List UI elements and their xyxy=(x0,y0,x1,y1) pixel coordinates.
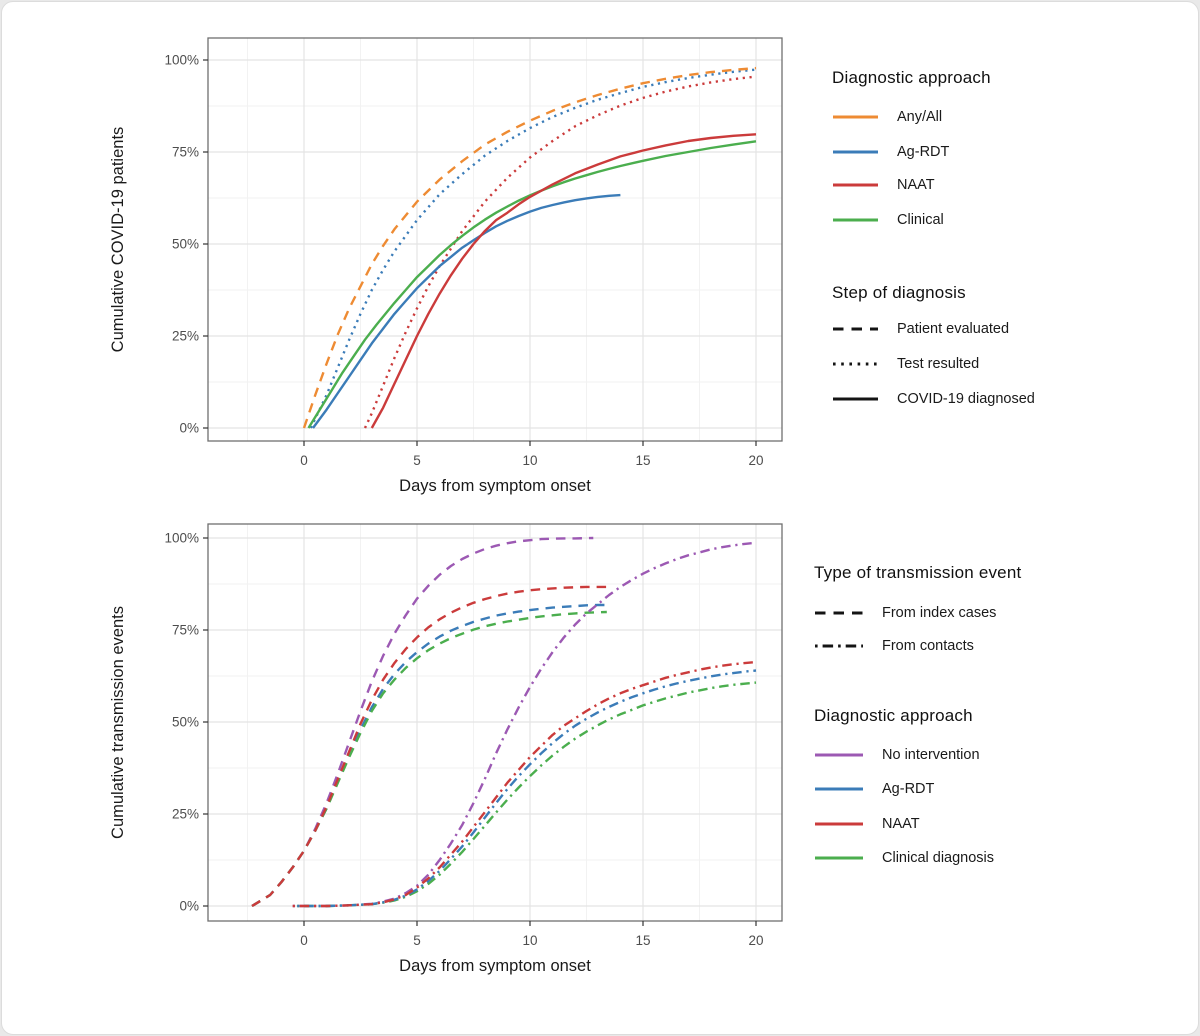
legend-item-clinical: Clinical xyxy=(832,208,944,232)
series-line-clinical-covid-diagnosed xyxy=(307,140,757,429)
legend-item-label: NAAT xyxy=(897,177,935,193)
x-tick-label: 0 xyxy=(300,933,308,948)
series-line-no-intervention-from-index-cases xyxy=(251,536,594,908)
legend-item-from-contacts: From contacts xyxy=(814,634,974,658)
x-axis-title: Days from symptom onset xyxy=(399,477,591,495)
y-tick-label: 0% xyxy=(179,421,199,436)
x-tick-label: 10 xyxy=(522,453,537,468)
y-tick-label: 50% xyxy=(172,715,199,730)
legend-key-line xyxy=(833,397,878,401)
series-line-any-all-patient-evaluated xyxy=(302,66,757,429)
legend-key-line xyxy=(833,218,878,222)
series-line-naat-covid-diagnosed xyxy=(370,133,757,429)
legend-item-clinical-diagnosis: Clinical diagnosis xyxy=(814,846,994,870)
legend-key-line xyxy=(833,150,878,154)
legend-title: Type of transmission event xyxy=(814,563,1022,582)
legend-title: Step of diagnosis xyxy=(832,283,966,302)
x-axis-title: Days from symptom onset xyxy=(399,957,591,975)
legend-title: Diagnostic approach xyxy=(832,68,991,87)
x-tick-label: 15 xyxy=(635,453,650,468)
y-tick-label: 100% xyxy=(164,531,199,546)
legend-item-label: Test resulted xyxy=(897,356,980,372)
legend-item-ag-rdt: Ag-RDT xyxy=(832,140,949,164)
legend-key-line xyxy=(815,787,863,791)
legend-item-label: No intervention xyxy=(882,747,980,763)
plot-panel xyxy=(208,38,782,441)
series-line-naat-test-resulted xyxy=(363,75,757,429)
legend-item-covid-19-diagnosed: COVID-19 diagnosed xyxy=(832,387,1035,411)
series-line-clinical-from-contacts xyxy=(297,681,757,908)
legend-item-label: Ag-RDT xyxy=(897,144,950,160)
x-tick-label: 5 xyxy=(413,453,421,468)
y-tick-label: 0% xyxy=(179,899,199,914)
legend-item-naat: NAAT xyxy=(814,812,920,836)
y-tick-label: 25% xyxy=(172,807,199,822)
legend-item-naat: NAAT xyxy=(832,173,935,197)
series-line-naat-from-contacts xyxy=(292,660,757,908)
legend-key-line xyxy=(833,362,878,366)
legend-item-label: COVID-19 diagnosed xyxy=(897,391,1035,407)
y-axis-title: Cumulative transmission events xyxy=(109,606,127,839)
legend-key-line xyxy=(815,611,863,615)
y-tick-label: 100% xyxy=(164,53,199,68)
legend-key-line xyxy=(815,822,863,826)
legend-item-label: Patient evaluated xyxy=(897,321,1010,337)
series-line-naat-from-index-cases xyxy=(251,585,607,908)
x-tick-label: 15 xyxy=(635,933,650,948)
legend-item-label: From index cases xyxy=(882,605,997,621)
transmission-chart: 0 5 10 15 20 0% 25% 50% 75% 100% Days from symptom… xyxy=(109,523,783,975)
legend-key-line xyxy=(815,856,863,860)
x-tick-label: 10 xyxy=(522,933,537,948)
legend-key-line xyxy=(833,115,878,119)
x-tick-label: 0 xyxy=(300,453,308,468)
legend-key-line xyxy=(815,753,863,757)
legend-item-patient-evaluated: Patient evaluated xyxy=(832,317,1009,341)
legend-item-label: From contacts xyxy=(882,638,974,654)
panel-border xyxy=(207,37,783,442)
legend-key-line xyxy=(833,327,878,331)
legend-item-no-intervention: No intervention xyxy=(814,743,980,767)
y-tick-label: 75% xyxy=(172,145,199,160)
patients-chart: 0 5 10 15 20 0% 25% 50% 75% 100% Days from symptom… xyxy=(109,37,783,495)
legend-item-label: NAAT xyxy=(882,816,920,832)
legend-item-label: Any/All xyxy=(897,109,943,125)
x-tick-label: 5 xyxy=(413,933,421,948)
legend-item-label: Clinical diagnosis xyxy=(882,850,995,866)
y-tick-label: 75% xyxy=(172,623,199,638)
legend-item-any-all: Any/All xyxy=(832,105,942,129)
legend-item-from-index-cases: From index cases xyxy=(814,601,996,625)
legend-item-ag-rdt: Ag-RDT xyxy=(814,777,934,801)
series-line-no-intervention-from-contacts xyxy=(292,541,757,908)
series-line-ag-rdt-covid-diagnosed xyxy=(312,193,621,429)
legend-key-line xyxy=(833,183,878,187)
legend-item-label: Ag-RDT xyxy=(882,781,935,797)
x-tick-label: 20 xyxy=(748,453,763,468)
legend-key-line xyxy=(815,644,863,648)
series-line-ag-rdt-test-resulted xyxy=(309,68,757,429)
y-axis-title: Cumulative COVID-19 patients xyxy=(109,127,127,353)
legend-item-test-resulted: Test resulted xyxy=(832,352,979,376)
legend-title: Diagnostic approach xyxy=(814,706,973,725)
y-tick-label: 25% xyxy=(172,329,199,344)
y-tick-label: 50% xyxy=(172,237,199,252)
x-tick-label: 20 xyxy=(748,933,763,948)
legend-item-label: Clinical xyxy=(897,212,944,228)
